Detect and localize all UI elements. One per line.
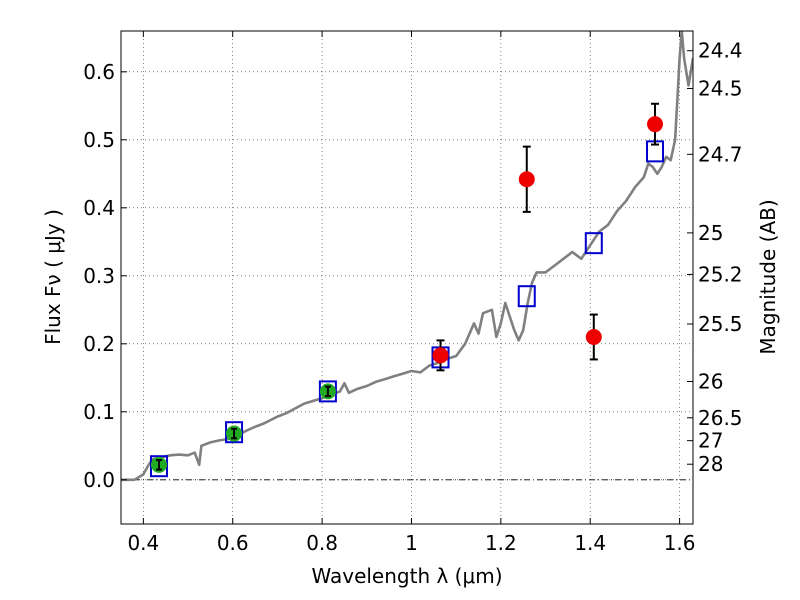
model-spectrum bbox=[121, 31, 693, 482]
grid-lines bbox=[121, 31, 693, 524]
right-tick-label: 25 bbox=[698, 221, 723, 245]
y-ticks: 0.0 0.1 0.2 0.3 0.4 0.5 0.6 bbox=[83, 60, 127, 492]
right-tick-label: 25.5 bbox=[698, 312, 743, 336]
y-tick-label: 0.3 bbox=[83, 264, 115, 288]
right-tick-label: 24.5 bbox=[698, 76, 743, 100]
plot-frame bbox=[120, 30, 694, 525]
y-tick-label: 0.4 bbox=[83, 196, 115, 220]
error-bars bbox=[154, 102, 660, 471]
y-tick-label: 0.2 bbox=[83, 332, 115, 356]
model-square-marker bbox=[584, 232, 603, 255]
x-tick-label: 0.4 bbox=[127, 531, 159, 555]
right-tick-label: 26 bbox=[698, 370, 723, 394]
model-square-marker bbox=[517, 285, 536, 308]
observed-points bbox=[150, 116, 664, 473]
data-point bbox=[518, 171, 535, 188]
y-tick-label: 0.1 bbox=[83, 400, 115, 424]
right-axis-label: Magnitude (AB) bbox=[756, 199, 780, 354]
y-tick-label: 0.6 bbox=[83, 60, 115, 84]
x-tick-label: 1.2 bbox=[485, 531, 517, 555]
data-point bbox=[432, 347, 449, 364]
y-tick-label: 0.0 bbox=[83, 468, 115, 492]
x-tick-label: 1.6 bbox=[664, 531, 696, 555]
right-tick-label: 25.2 bbox=[698, 262, 743, 286]
model-photometry-squares bbox=[149, 140, 665, 478]
x-tick-label: 0.8 bbox=[306, 531, 338, 555]
x-ticks: 0.4 0.6 0.8 1 1.2 1.4 1.6 bbox=[127, 31, 696, 555]
spectrum-line bbox=[121, 31, 693, 482]
y-axis-label: Flux Fν ( μJy ) bbox=[41, 209, 65, 345]
right-tick-label: 24.7 bbox=[698, 142, 743, 166]
right-tick-label: 28 bbox=[698, 452, 723, 476]
x-tick-label: 1 bbox=[405, 531, 418, 555]
data-point bbox=[585, 329, 602, 345]
data-point bbox=[647, 116, 664, 133]
x-axis-label: Wavelength λ (μm) bbox=[311, 564, 502, 588]
model-square-marker bbox=[149, 455, 168, 478]
x-tick-label: 1.4 bbox=[574, 531, 606, 555]
x-tick-label: 0.6 bbox=[217, 531, 249, 555]
right-tick-label: 24.4 bbox=[698, 39, 743, 63]
y-tick-label: 0.5 bbox=[83, 128, 115, 152]
model-square-marker bbox=[225, 421, 244, 444]
right-tick-label: 27 bbox=[698, 429, 723, 453]
right-tick-label: 26.5 bbox=[698, 406, 743, 430]
